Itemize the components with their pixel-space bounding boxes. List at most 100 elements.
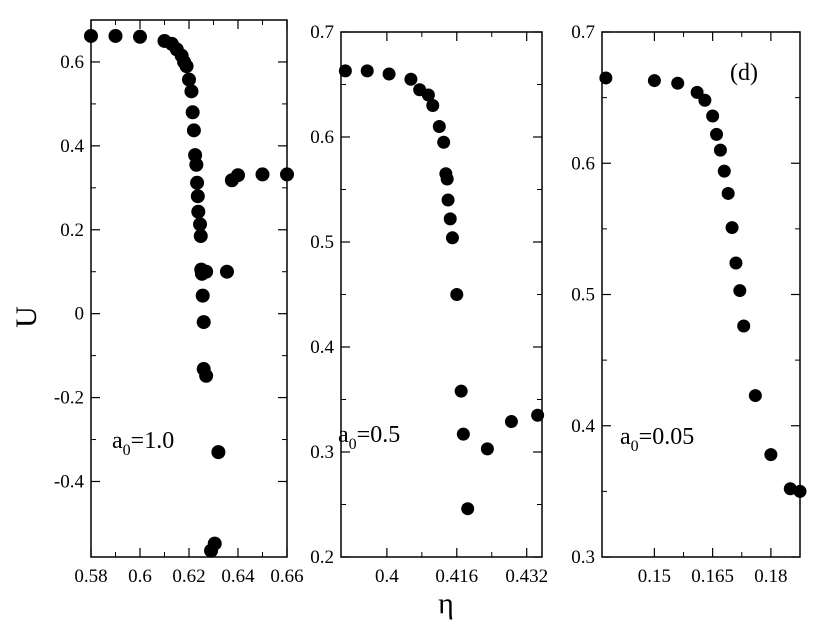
parameter-annotation: a0=0.05: [620, 424, 694, 455]
y-tick-label: 0.6: [60, 52, 84, 73]
data-point: [219, 264, 234, 279]
data-point: [793, 484, 807, 498]
data-point: [207, 536, 222, 551]
data-point: [108, 28, 123, 43]
data-point: [199, 368, 214, 383]
data-point: [647, 74, 661, 88]
data-point: [443, 212, 457, 226]
panel-2: 0.4 0.416 0.432 0.2 0.3 0.4 0.5 0.6 0.7 a0=0.5: [310, 22, 548, 587]
x-tick-label: 0.15: [638, 566, 671, 587]
data-point: [382, 67, 396, 81]
data-point: [733, 284, 747, 298]
y-tick-label: 0.4: [310, 337, 334, 358]
data-point: [133, 29, 147, 44]
x-tick-label: 0.64: [221, 566, 255, 587]
x-tick-label: 0.165: [691, 566, 734, 587]
data-point: [193, 229, 208, 244]
y-tick-label: 0: [75, 304, 85, 325]
data-point: [445, 231, 459, 245]
y-tick-label: 0.3: [571, 547, 595, 568]
data-point: [190, 175, 205, 190]
data-point: [199, 264, 214, 279]
panel-1: 0.58 0.6 0.62 0.64 0.66 -0.4 -0.2 0 0.2 0.4 0.6 a0=…: [54, 19, 304, 587]
parameter-annotation: a0=0.5: [338, 422, 400, 453]
data-point: [360, 64, 374, 78]
y-tick-label: 0.6: [310, 127, 334, 148]
data-point: [671, 76, 685, 90]
data-point: [191, 204, 206, 219]
plot-frame: [90, 19, 288, 558]
x-tick-label: 0.66: [270, 566, 303, 587]
x-tick-label: 0.18: [754, 566, 787, 587]
data-point: [717, 164, 731, 178]
y-tick-label: 0.6: [571, 153, 595, 174]
data-point: [193, 217, 208, 232]
data-point: [721, 186, 735, 200]
data-point: [461, 502, 475, 516]
plot-frame: [601, 31, 801, 558]
y-tick-label: 0.5: [310, 232, 334, 253]
data-point: [186, 123, 201, 138]
y-tick-label: 0.5: [571, 285, 595, 306]
data-point: [338, 64, 352, 78]
y-tick-label: -0.4: [54, 471, 85, 492]
x-tick-label: 0.432: [505, 566, 548, 587]
data-point: [599, 71, 613, 85]
x-tick-label: 0.6: [128, 566, 152, 587]
data-point: [437, 135, 451, 149]
data-point: [184, 84, 199, 99]
data-point: [404, 72, 418, 86]
data-point: [729, 256, 743, 270]
y-tick-label: -0.2: [54, 388, 84, 409]
y-tick-label: 0.2: [310, 547, 334, 568]
data-point: [456, 427, 470, 441]
parameter-annotation: a0=1.0: [112, 428, 174, 459]
data-point: [231, 168, 245, 183]
x-tick-label: 0.62: [172, 566, 205, 587]
data-point: [426, 99, 440, 112]
x-tick-label: 0.58: [74, 566, 107, 587]
panel-3: 0.15 0.165 0.18 0.3 0.4 0.5 0.6 0.7 a0=0.05 (d): [571, 22, 807, 587]
data-point: [280, 167, 294, 182]
y-tick-label: 0.7: [571, 22, 595, 43]
data-point: [179, 59, 194, 74]
data-point: [698, 93, 712, 107]
data-point: [196, 315, 211, 330]
data-point: [211, 445, 226, 460]
data-point: [421, 88, 435, 102]
data-point: [706, 109, 720, 123]
data-point: [531, 408, 545, 422]
y-tick-label: 0.7: [310, 22, 334, 43]
y-tick-label: 0.4: [571, 416, 595, 437]
data-point: [440, 172, 454, 186]
plot-frame: [340, 31, 543, 558]
x-tick-label: 0.4: [375, 566, 399, 587]
y-axis-title: U: [10, 306, 43, 328]
data-point: [710, 127, 724, 141]
data-point: [454, 384, 468, 398]
data-point: [748, 389, 762, 403]
data-point: [737, 319, 751, 333]
data-point: [764, 448, 778, 462]
y-tick-label: 0.2: [60, 220, 84, 241]
data-point: [185, 105, 200, 120]
data-point: [480, 442, 494, 456]
data-point: [195, 288, 210, 303]
data-point: [255, 167, 270, 182]
data-point: [189, 157, 204, 172]
y-tick-label: 0.3: [310, 442, 334, 463]
data-point: [504, 415, 518, 429]
data-point: [182, 72, 196, 87]
data-point: [84, 28, 98, 43]
x-axis-title: η: [438, 587, 454, 620]
panel-label: (d): [730, 60, 758, 86]
x-tick-label: 0.416: [435, 566, 478, 587]
data-point: [713, 143, 727, 157]
y-tick-label: 0.4: [60, 136, 84, 157]
data-point: [432, 120, 446, 133]
data-point: [190, 189, 205, 204]
data-point: [441, 193, 455, 207]
data-point: [450, 288, 464, 301]
data-point: [725, 221, 739, 235]
